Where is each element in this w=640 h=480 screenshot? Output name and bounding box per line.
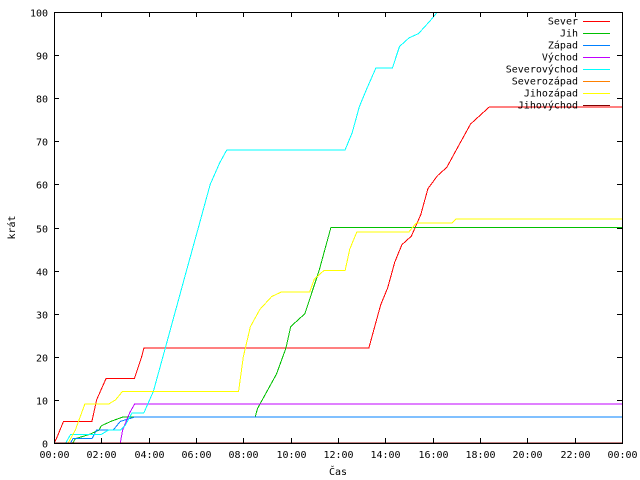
y-tick-label: 70	[36, 138, 48, 149]
y-tick-label: 40	[36, 268, 48, 279]
y-tick-label: 0	[42, 440, 48, 451]
series-line-západ	[54, 416, 622, 443]
x-axis-ticks: 00:00 02:00 04:00 06:00 08:00 10:00 12:00 14:00…	[39, 12, 638, 461]
legend-label: Jihozápad	[524, 88, 578, 100]
x-axis-label: Čas	[329, 465, 347, 478]
x-tick-label: 08:00	[228, 450, 258, 461]
y-axis-label: krát	[6, 215, 18, 239]
x-tick-label: 22:00	[560, 450, 590, 461]
x-tick-label: 18:00	[465, 450, 495, 461]
x-tick-label: 20:00	[512, 450, 542, 461]
legend-label: Severovýchod	[506, 64, 578, 76]
legend-label: Východ	[542, 52, 578, 64]
x-tick-label: 12:00	[323, 450, 353, 461]
y-tick-label: 100	[30, 9, 48, 20]
legend-label: Severozápad	[512, 76, 578, 88]
y-tick-label: 10	[36, 397, 48, 408]
x-tick-label: 14:00	[370, 450, 400, 461]
legend-label: Západ	[548, 40, 578, 52]
x-tick-label: 16:00	[418, 450, 448, 461]
y-tick-label: 90	[36, 52, 48, 63]
y-axis-ticks: 0 10 20 30 40 50 60 70 80 90 100	[30, 9, 622, 451]
y-tick-label: 80	[36, 95, 48, 106]
legend-label: Sever	[548, 17, 578, 28]
y-tick-label: 50	[36, 225, 48, 236]
series-line-východ	[54, 403, 622, 443]
y-tick-label: 30	[36, 311, 48, 322]
x-tick-label: 02:00	[86, 450, 116, 461]
series-line-sever	[54, 106, 622, 443]
series-line-jihozápad	[54, 218, 622, 443]
x-tick-label: 06:00	[181, 450, 211, 461]
x-tick-label: 00:00	[39, 450, 69, 461]
series-layer	[54, 12, 622, 443]
legend: SeverJihZápadVýchodSeverovýchodSeverozáp…	[506, 17, 610, 112]
x-tick-label: 00:00	[607, 450, 637, 461]
y-tick-label: 20	[36, 354, 48, 365]
legend-label: Jih	[560, 29, 578, 40]
series-line-jih	[54, 227, 622, 443]
legend-label: Jihovýchod	[518, 100, 578, 112]
x-tick-label: 10:00	[276, 450, 306, 461]
x-tick-label: 04:00	[134, 450, 164, 461]
y-tick-label: 60	[36, 181, 48, 192]
series-line-severovýchod	[54, 12, 438, 443]
